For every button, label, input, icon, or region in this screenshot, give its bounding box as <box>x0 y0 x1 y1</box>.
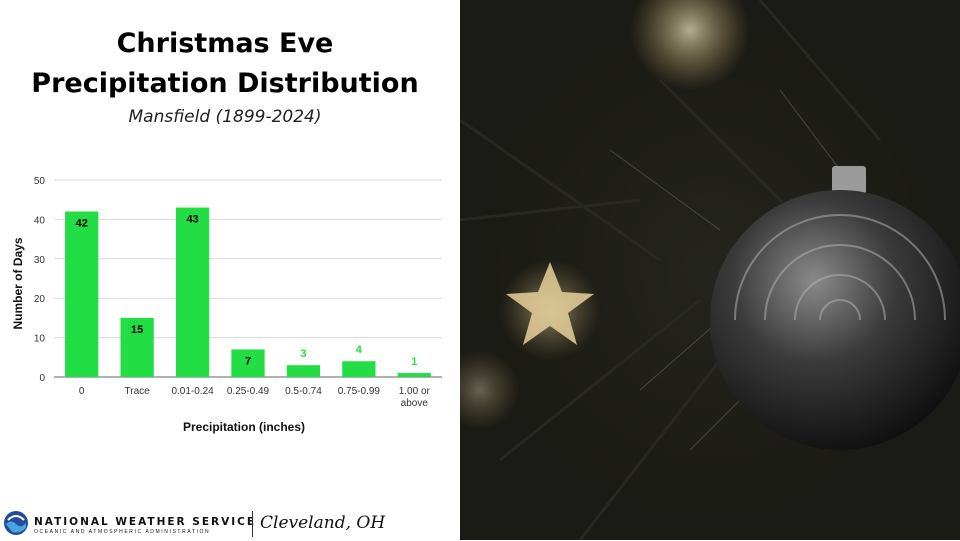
x-axis-title: Precipitation (inches) <box>183 420 305 434</box>
x-tick-label: 0.25-0.49 <box>227 386 270 397</box>
agency-subtitle: OCEANIC AND ATMOSPHERIC ADMINISTRATION <box>34 529 211 535</box>
christmas-ornament-photo-icon <box>460 0 960 540</box>
bar <box>286 365 321 377</box>
x-tick-label: 0 <box>79 386 85 397</box>
slide-subtitle: Mansfield (1899-2024) <box>128 107 322 127</box>
x-tick-label: 0.75-0.99 <box>338 386 381 397</box>
y-tick-label: 20 <box>34 294 46 305</box>
x-tick-label: 0.01-0.24 <box>171 386 214 397</box>
data-label: 3 <box>300 348 306 360</box>
footer-divider <box>252 511 253 537</box>
bar <box>231 349 265 377</box>
bar <box>65 211 99 377</box>
x-tick-label: Trace <box>125 386 151 397</box>
data-label: 7 <box>245 355 251 367</box>
y-tick-label: 0 <box>39 373 45 384</box>
x-tick-label: 1.00 or <box>399 386 431 397</box>
data-label: 43 <box>186 214 198 226</box>
precipitation-bar-chart: 0102030405042015Trace430.01-0.2470.25-0.… <box>11 176 442 434</box>
bar <box>175 207 210 377</box>
noaa-logo-icon <box>4 511 28 535</box>
data-label: 1 <box>411 356 417 368</box>
y-tick-label: 40 <box>34 215 46 226</box>
y-tick-label: 10 <box>34 334 46 345</box>
office-name: Cleveland, OH <box>260 513 386 533</box>
bar <box>397 373 431 377</box>
x-tick-label: 0.5-0.74 <box>285 386 322 397</box>
title-line-2: Precipitation Distribution <box>31 68 419 99</box>
y-axis-title: Number of Days <box>11 237 25 329</box>
slide-title: Christmas Eve Precipitation Distribution <box>0 24 450 104</box>
data-label: 15 <box>131 324 143 336</box>
christmas-ornament-photo <box>460 0 960 540</box>
footer: NATIONAL WEATHER SERVICE OCEANIC AND ATM… <box>0 505 460 541</box>
x-tick-label: above <box>401 398 429 409</box>
bar <box>342 361 376 377</box>
data-label: 42 <box>76 218 88 230</box>
bar <box>120 317 154 377</box>
slide-left-panel: Christmas Eve Precipitation Distribution… <box>0 0 460 540</box>
y-tick-label: 30 <box>34 255 46 266</box>
agency-name: NATIONAL WEATHER SERVICE <box>34 516 257 528</box>
y-tick-label: 50 <box>34 176 46 187</box>
data-label: 4 <box>356 344 363 356</box>
title-line-1: Christmas Eve <box>116 28 334 59</box>
